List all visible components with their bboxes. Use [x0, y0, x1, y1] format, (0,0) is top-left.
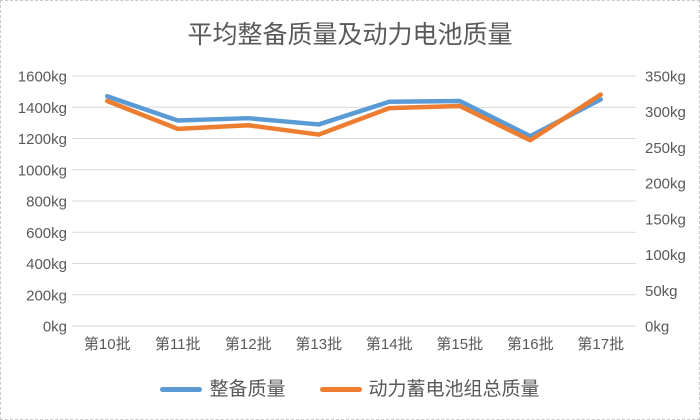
legend-label-curb-weight: 整备质量 — [209, 379, 286, 400]
y-axis-left-tick-label: 800kg — [26, 194, 67, 211]
legend-item-battery-mass: 动力蓄电池组总质量 — [319, 379, 540, 400]
y-axis-right-tick-label: 200kg — [645, 176, 686, 193]
legend-line-swatch-orange — [319, 387, 362, 392]
x-axis-tick-label: 第13批 — [295, 335, 342, 353]
series-line-curb-weight — [105, 94, 603, 139]
y-axis-right-tick-label: 350kg — [645, 69, 686, 86]
y-axis-right-tick-label: 150kg — [645, 211, 686, 228]
y-axis-right-tick-label: 100kg — [645, 247, 686, 264]
y-axis-left-tick-label: 1400kg — [18, 100, 67, 117]
legend-label-battery-mass: 动力蓄电池组总质量 — [368, 379, 540, 400]
y-axis-left-tick-label: 1000kg — [18, 162, 67, 179]
x-axis-tick-label: 第10批 — [84, 335, 131, 353]
x-axis-tick-label: 第15批 — [436, 335, 483, 353]
legend-item-curb-weight: 整备质量 — [160, 379, 286, 400]
chart-title: 平均整备质量及动力电池质量 — [187, 21, 513, 49]
series-line-battery-mass — [105, 92, 603, 143]
y-axis-right-tick-label: 300kg — [645, 104, 686, 121]
legend-line-swatch-blue — [160, 387, 203, 392]
x-axis-tick-label: 第17批 — [577, 335, 624, 353]
x-axis-tick-label: 第12批 — [225, 335, 272, 353]
y-axis-left-tick-label: 1600kg — [18, 69, 67, 86]
y-axis-left-tick-label: 400kg — [26, 256, 67, 273]
y-axis-left-tick-label: 600kg — [26, 225, 67, 242]
y-axis-right-tick-label: 50kg — [645, 283, 678, 300]
y-axis-left-tick-label: 1200kg — [18, 131, 67, 148]
x-axis-tick-label: 第16批 — [507, 335, 554, 353]
x-axis-tick-label: 第11批 — [155, 335, 201, 353]
chart-legend: 整备质量 动力蓄电池组总质量 — [1, 380, 699, 399]
x-axis-tick-label: 第14批 — [366, 335, 413, 353]
y-axis-left-tick-label: 200kg — [26, 287, 67, 304]
y-axis-left-tick-label: 0kg — [43, 319, 67, 336]
y-axis-right-tick-label: 250kg — [645, 140, 686, 157]
y-axis-right-tick-label: 0kg — [645, 319, 669, 336]
